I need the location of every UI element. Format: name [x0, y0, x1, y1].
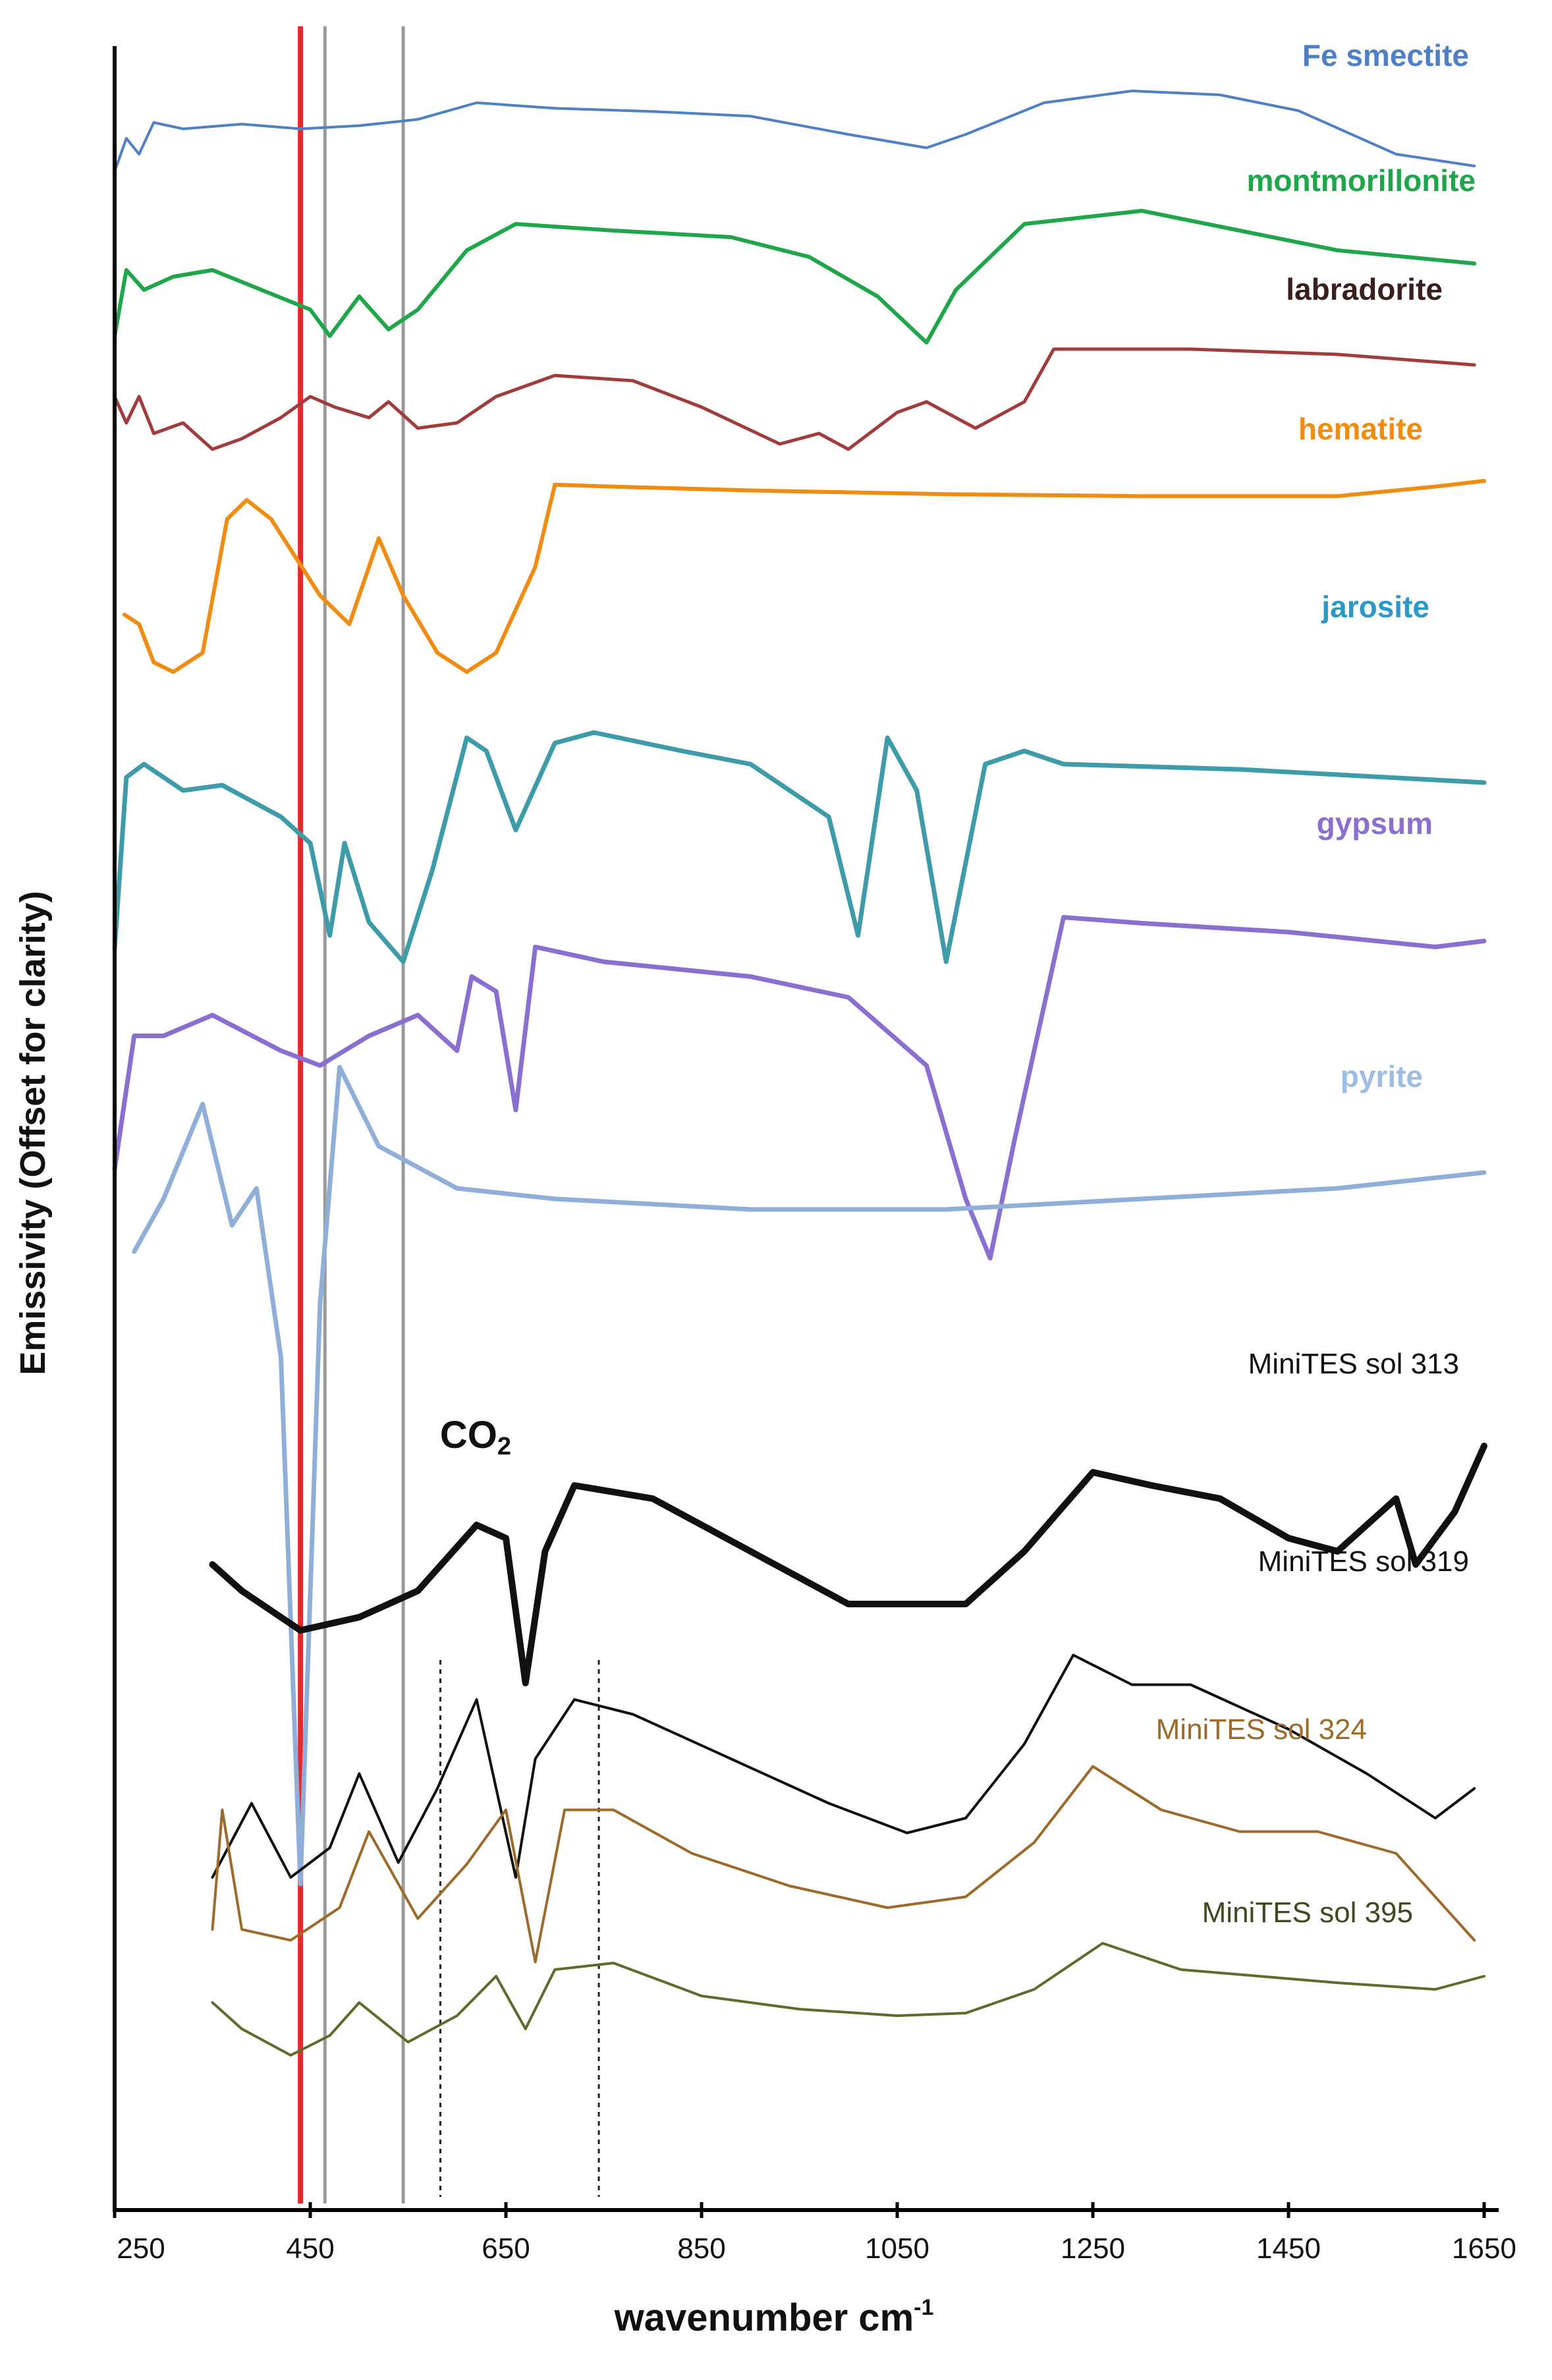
spectrum-montmorillonite	[113, 209, 1477, 345]
spectrum-hematite	[122, 479, 1486, 674]
x-tick-label-650: 650	[482, 2232, 530, 2265]
label-pyrite: pyrite	[1341, 1059, 1423, 1093]
label-hematite: hematite	[1298, 412, 1423, 446]
spectra-group	[112, 90, 1487, 2057]
y-axis-title: Emissivity (Offset for clarity)	[13, 891, 53, 1375]
spectrum-labradorite	[113, 347, 1476, 451]
spectrum-minites-sol-313	[209, 1443, 1487, 1686]
annotations: CO2	[440, 1414, 511, 1460]
x-axis-title: wavenumber cm-1	[614, 2295, 934, 2339]
co2-annotation: CO2	[440, 1414, 511, 1460]
label-montmorillonite: montmorillonite	[1246, 163, 1476, 198]
x-tick-label-850: 850	[677, 2232, 725, 2265]
x-tick-label-1050: 1050	[865, 2232, 929, 2265]
spectrum-fe-smectite	[113, 90, 1476, 173]
x-tick-label-1250: 1250	[1061, 2232, 1125, 2265]
label-labradorite: labradorite	[1286, 272, 1443, 306]
x-axis-title-superscript: -1	[914, 2295, 933, 2320]
x-tick-label-250: 250	[117, 2232, 165, 2265]
spectrum-minites-sol-395	[211, 1942, 1485, 2057]
reference-lines	[298, 26, 600, 2203]
spectrum-labels: Fe smectite montmorillonite labradorite hem…	[1156, 38, 1476, 1929]
label-fe-smectite: Fe smectite	[1302, 38, 1469, 72]
spectrum-gypsum	[112, 915, 1487, 1261]
spectrum-pyrite	[132, 1065, 1487, 1887]
spectrum-minites-sol-324	[211, 1765, 1476, 1964]
label-gypsum: gypsum	[1317, 806, 1433, 841]
x-tick-label-1650: 1650	[1452, 2232, 1516, 2265]
label-minites-sol-313: MiniTES sol 313	[1248, 1348, 1459, 1380]
label-jarosite: jarosite	[1321, 590, 1429, 624]
label-minites-sol-395: MiniTES sol 395	[1202, 1896, 1413, 1929]
spectrum-minites-sol-319	[211, 1653, 1476, 1879]
label-minites-sol-319: MiniTES sol 319	[1258, 1545, 1469, 1578]
x-tick-label-450: 450	[286, 2232, 334, 2265]
x-axis-title-text: wavenumber cm	[614, 2296, 914, 2339]
x-tick-label-1450: 1450	[1256, 2232, 1321, 2265]
label-minites-sol-324: MiniTES sol 324	[1156, 1713, 1367, 1746]
axes	[113, 46, 1499, 2212]
x-ticks: 250 450 650 850 1050 1250 1450 1650	[113, 2202, 1516, 2265]
spectrum-jarosite	[112, 730, 1487, 964]
